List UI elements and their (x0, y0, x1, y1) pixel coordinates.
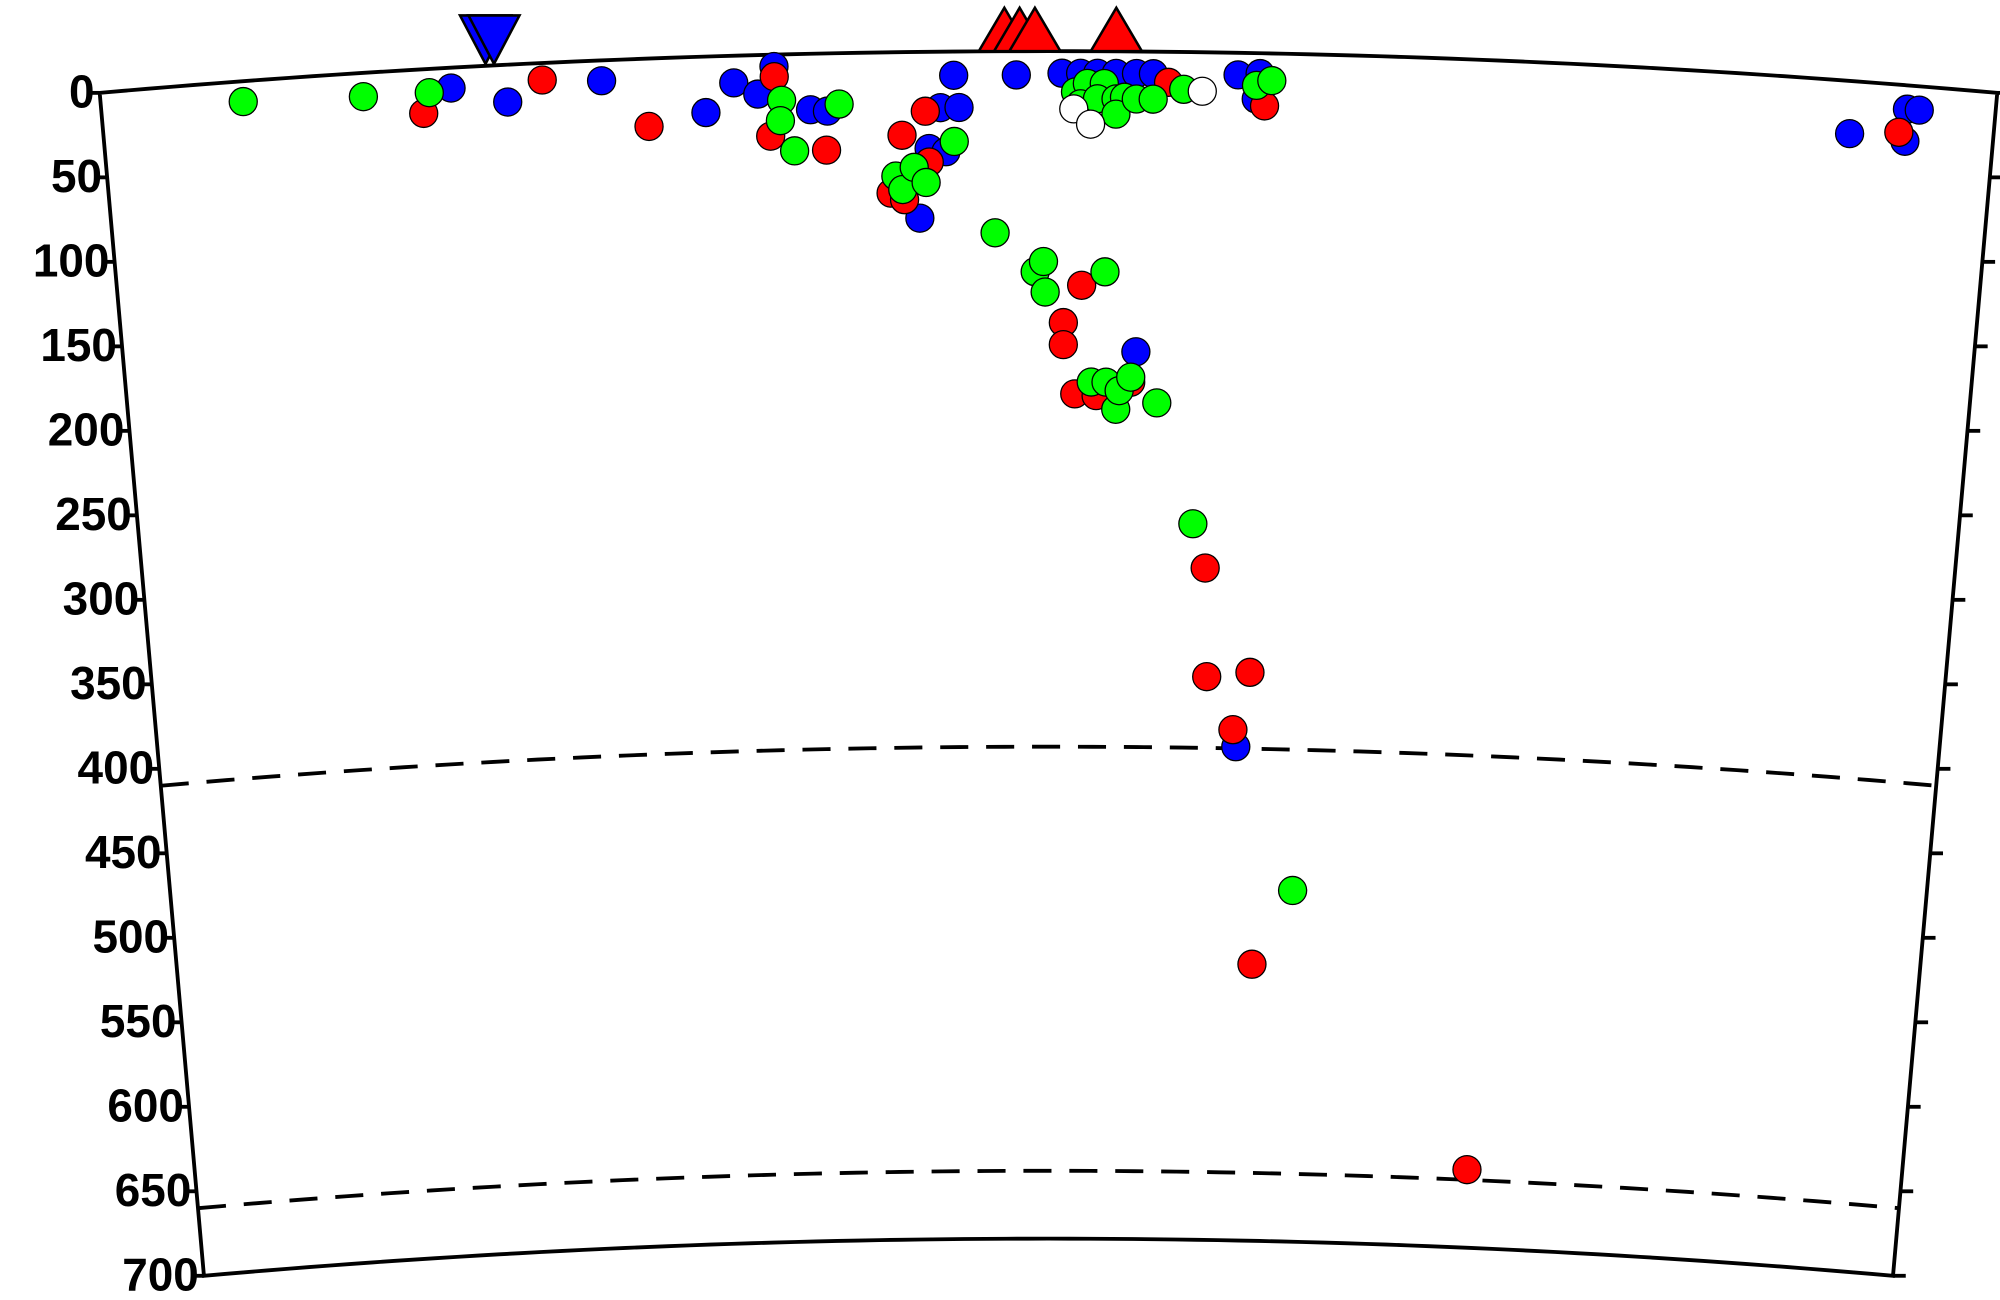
y-tick-label: 250 (55, 488, 132, 540)
event (691, 97, 721, 128)
event (1028, 246, 1059, 277)
y-tick-label: 650 (115, 1164, 192, 1216)
y-tick-label: 600 (107, 1079, 184, 1131)
event (939, 126, 969, 157)
y-tick-label: 400 (78, 742, 155, 794)
event (765, 105, 796, 136)
event (634, 111, 664, 142)
y-tick-label: 300 (63, 573, 140, 625)
event (1277, 875, 1308, 906)
event (1218, 715, 1248, 745)
y-tick-label: 50 (51, 150, 102, 202)
event (493, 87, 523, 117)
event (887, 120, 917, 150)
event (348, 82, 379, 112)
event (1001, 60, 1031, 90)
event (1187, 76, 1217, 106)
event (1884, 117, 1914, 147)
event (228, 86, 258, 117)
event (911, 167, 941, 198)
event (1178, 509, 1208, 539)
event (910, 96, 940, 126)
event (1075, 109, 1106, 139)
event (939, 60, 969, 90)
event (1048, 329, 1078, 360)
event (1257, 65, 1287, 96)
event (1452, 1154, 1482, 1185)
event (1030, 277, 1060, 307)
event (414, 78, 444, 108)
y-tick-label: 500 (92, 910, 169, 962)
event (1142, 388, 1172, 418)
y-tick-label: 100 (33, 235, 110, 287)
event (1190, 553, 1220, 583)
event (980, 218, 1010, 248)
y-tick-label: 700 (122, 1248, 199, 1300)
event (779, 136, 810, 166)
volcano (1007, 5, 1063, 53)
volcano (1088, 5, 1145, 53)
discontinuity-line (197, 1168, 1900, 1211)
event (719, 68, 749, 98)
event (1237, 949, 1267, 979)
y-tick-label: 0 (69, 66, 95, 118)
event (1066, 270, 1097, 300)
y-tick-label: 450 (85, 826, 162, 878)
event (1116, 362, 1146, 392)
discontinuity-line (160, 744, 1937, 788)
event (824, 89, 854, 119)
event (1138, 84, 1168, 114)
y-tick-label: 350 (70, 657, 147, 709)
station (466, 14, 522, 67)
section-frame (97, 49, 2000, 1278)
event (1101, 99, 1131, 129)
event (1904, 95, 1934, 125)
event (1192, 661, 1222, 692)
event (586, 66, 617, 96)
y-tick-label: 200 (48, 404, 125, 456)
event (1090, 257, 1120, 287)
y-tick-label: 550 (100, 995, 177, 1047)
event (1121, 337, 1151, 367)
event (811, 135, 842, 165)
y-tick-label: 150 (40, 319, 117, 371)
event (1834, 118, 1865, 149)
event (944, 92, 974, 123)
event (527, 65, 557, 95)
event (1235, 657, 1265, 688)
